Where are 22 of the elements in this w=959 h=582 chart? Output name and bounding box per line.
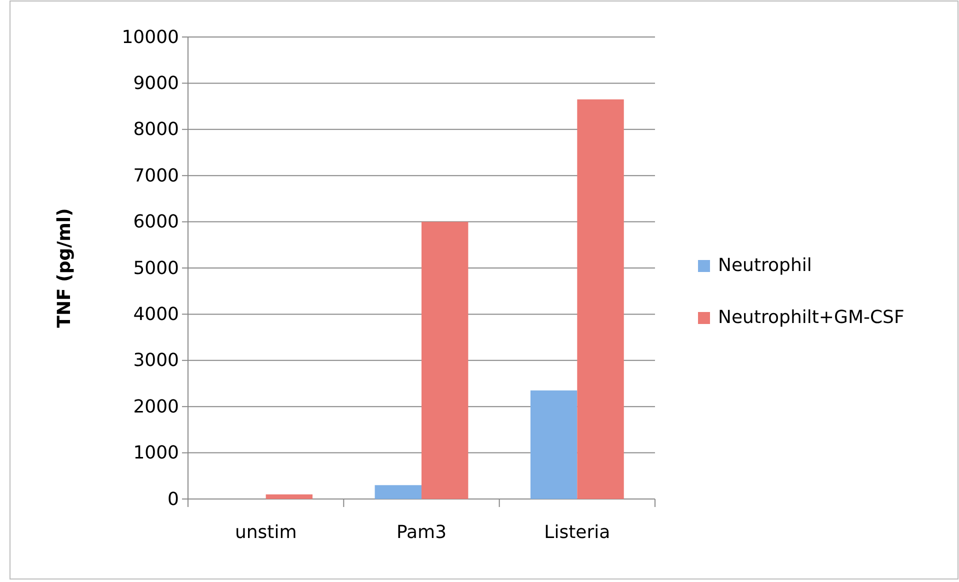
y-axis-title: TNF (pg/ml): [54, 208, 75, 328]
x-tick-label: Listeria: [544, 522, 610, 543]
bar: [422, 222, 468, 499]
y-tick-label: 9000: [133, 72, 179, 94]
bar: [530, 390, 578, 499]
y-tick-label: 10000: [122, 26, 179, 48]
y-tick-label: 5000: [133, 258, 179, 279]
bar: [374, 485, 422, 499]
x-tick-label: unstim: [234, 522, 297, 543]
y-tick-label: 1000: [133, 442, 179, 464]
y-tick-label: 0: [168, 488, 179, 510]
bar: [577, 99, 624, 499]
legend-label: Neutrophil: [718, 255, 812, 276]
y-tick-label: 7000: [133, 165, 179, 186]
y-tick-label: 3000: [133, 350, 179, 372]
bar: [266, 494, 313, 499]
x-tick-label: Pam3: [396, 522, 447, 543]
y-tick-label: 4000: [133, 304, 179, 325]
y-tick-label: 6000: [133, 212, 179, 233]
y-tick-label: 2000: [133, 396, 179, 418]
legend-label: Neutrophilt+GM-CSF: [718, 307, 904, 328]
y-tick-label: 8000: [133, 119, 179, 140]
